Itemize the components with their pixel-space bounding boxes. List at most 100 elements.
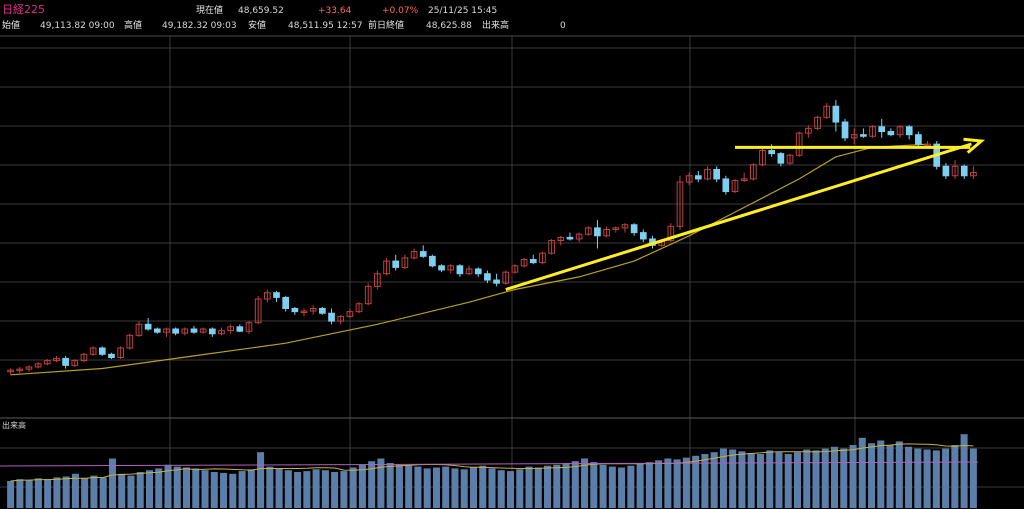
candle-down: [456, 265, 464, 275]
volume-bar: [414, 466, 422, 508]
volume-bar: [377, 458, 385, 508]
volume-bar: [192, 468, 200, 508]
candle-down: [429, 255, 436, 267]
volume-bar: [951, 445, 959, 508]
volume-bar: [488, 468, 496, 508]
volume-bar: [201, 470, 209, 508]
volume-bar: [914, 448, 922, 508]
volume-bar: [340, 471, 348, 508]
current-price-value: 48,659.52: [238, 6, 284, 16]
candle-up: [520, 259, 528, 267]
volume-bar: [294, 472, 302, 508]
candle-down: [832, 105, 840, 123]
candle-up: [731, 180, 739, 193]
candle-up: [126, 334, 134, 349]
volume-bar: [506, 471, 515, 508]
volume-bar: [118, 473, 126, 508]
candle-up: [117, 347, 124, 358]
volume-bar: [90, 475, 98, 508]
candle-up: [34, 363, 42, 368]
candle-up: [309, 307, 317, 312]
quote-datetime: 25/11/25 15:45: [428, 6, 498, 16]
volume-bar: [182, 467, 191, 508]
volume-bar: [229, 473, 237, 508]
volume-bar: [858, 437, 866, 508]
trend-arrow-head: [963, 137, 986, 154]
candle-up: [548, 240, 555, 254]
candle-up: [676, 181, 684, 227]
candle-up: [199, 328, 207, 333]
candle-down: [438, 265, 445, 271]
high-label: 高値: [124, 21, 143, 31]
volume-bar: [599, 464, 607, 508]
trend-arrow-line: [505, 142, 972, 291]
candle-up: [465, 268, 473, 275]
volume-bar: [173, 466, 181, 508]
candle-down: [62, 357, 69, 366]
candle-up: [805, 127, 812, 134]
candle-up: [759, 149, 766, 166]
volume-bar: [821, 448, 829, 508]
candle-down: [108, 353, 115, 358]
volume-bar: [886, 445, 894, 508]
candle-up: [218, 330, 225, 335]
candle-up: [383, 260, 390, 275]
open-value: 49,113.82 09:00: [40, 21, 115, 31]
candle-down: [236, 326, 244, 332]
candle-up: [25, 366, 33, 370]
price-change: +33.64: [318, 6, 352, 16]
volume-bar: [571, 461, 579, 508]
volume-bar: [331, 472, 339, 508]
volume-bar: [812, 450, 820, 508]
candle-down: [208, 328, 216, 335]
candle-down: [768, 149, 776, 155]
candle-up: [16, 368, 24, 372]
volume-bar: [710, 452, 718, 508]
volume-bar: [321, 470, 329, 508]
candle-down: [887, 131, 895, 136]
volume-bar: [71, 473, 79, 508]
volume-bar: [618, 467, 626, 508]
volume-bar: [738, 451, 746, 508]
volume-bar: [81, 478, 89, 508]
candle-down: [319, 307, 326, 314]
volume-bar: [516, 469, 524, 508]
candle-down: [98, 347, 106, 355]
candle-down: [566, 236, 574, 240]
candle-up: [685, 175, 693, 183]
candle-down: [713, 168, 721, 180]
volume-bar: [756, 454, 764, 508]
candle-up: [254, 298, 262, 324]
volume-bar: [793, 452, 802, 508]
candle-up: [621, 224, 629, 229]
volume-bar: [108, 458, 116, 508]
volume-bar: [257, 452, 265, 508]
volume-bar: [960, 434, 968, 508]
candle-up: [896, 126, 904, 136]
candle-down: [273, 292, 280, 298]
volume-bar: [562, 463, 570, 508]
candle-up: [511, 265, 519, 273]
candle-up: [245, 322, 253, 332]
instrument-title: 日経225: [2, 3, 45, 16]
candle-up: [410, 251, 418, 259]
low-label: 安値: [248, 21, 267, 31]
candle-up: [502, 271, 510, 284]
volume-bar: [775, 452, 783, 508]
candle-up: [795, 132, 803, 156]
volume-bar: [423, 468, 431, 508]
candle-down: [291, 307, 299, 313]
candle-up: [89, 347, 97, 355]
volume-bar: [905, 446, 913, 508]
volume-bar: [969, 448, 977, 508]
volume-value: 0: [560, 21, 566, 31]
volume-bar: [627, 465, 635, 508]
candle-down: [190, 328, 198, 333]
volume-bar: [247, 469, 255, 508]
volume-bar: [44, 479, 52, 508]
candle-down: [878, 126, 886, 133]
candle-up: [135, 323, 143, 336]
volume-bar: [534, 467, 542, 508]
volume-bar: [405, 465, 413, 508]
